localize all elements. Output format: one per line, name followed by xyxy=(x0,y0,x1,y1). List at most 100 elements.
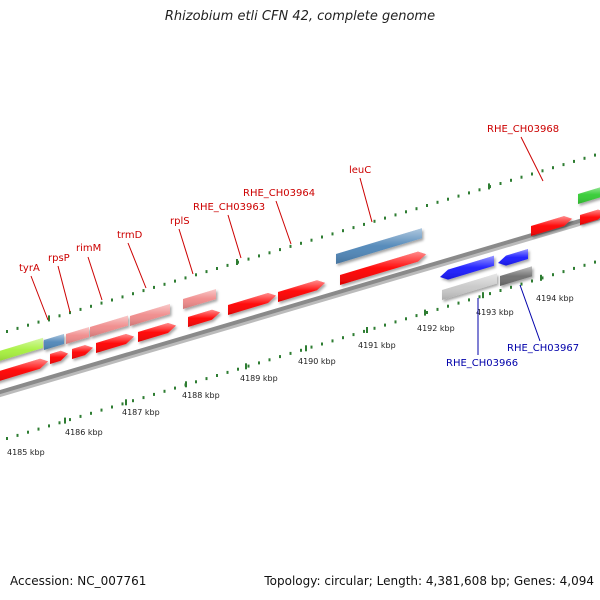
gene-block-darkgray xyxy=(500,266,532,286)
gene-gloss xyxy=(0,358,48,381)
minor-tick xyxy=(237,367,239,371)
minor-tick xyxy=(27,323,29,327)
minor-tick xyxy=(153,392,155,396)
kbp-tick-label: 4189 kbp xyxy=(240,374,278,383)
minor-tick xyxy=(331,339,334,343)
major-tick xyxy=(305,345,307,352)
minor-tick xyxy=(16,326,19,330)
minor-tick xyxy=(205,270,208,274)
minor-tick xyxy=(289,351,292,355)
minor-tick xyxy=(90,304,92,308)
minor-tick xyxy=(226,370,229,374)
backbone-line xyxy=(0,212,600,395)
gene-leader-line xyxy=(227,214,242,259)
minor-tick xyxy=(132,399,134,403)
gene-gloss xyxy=(498,249,528,266)
gene-arrow-trmD xyxy=(96,334,134,353)
minor-tick xyxy=(457,301,460,305)
gene-arrow-RHE_CH03966-blue xyxy=(440,255,494,280)
minor-tick xyxy=(300,241,302,245)
gene-label: RHE_CH03963 xyxy=(193,202,265,213)
gene-leader-line xyxy=(30,275,49,321)
minor-tick xyxy=(289,244,292,248)
gene-leader-line xyxy=(178,228,194,275)
genome-title: Rhizobium etli CFN 42, complete genome xyxy=(164,9,436,24)
minor-tick xyxy=(321,342,323,346)
minor-tick xyxy=(195,380,197,384)
kbp-tick-label: 4192 kbp xyxy=(417,324,455,333)
gene-gloss xyxy=(500,266,532,286)
gene-leader-line xyxy=(87,256,103,301)
gene-label: rpsP xyxy=(48,253,70,264)
minor-tick xyxy=(352,226,355,230)
gene-gloss xyxy=(50,350,68,364)
gene-arrow-RHE_CH03962 xyxy=(188,309,220,327)
gene-gloss xyxy=(130,304,170,326)
minor-tick xyxy=(552,166,554,170)
minor-tick xyxy=(520,282,523,286)
minor-tick xyxy=(321,235,323,239)
gene-label: RHE_CH03964 xyxy=(243,188,315,199)
minor-tick xyxy=(258,254,260,258)
minor-tick xyxy=(478,295,481,299)
minor-tick xyxy=(6,330,8,333)
gene-gloss xyxy=(90,315,128,337)
minor-tick xyxy=(6,437,8,440)
minor-tick xyxy=(426,311,428,314)
gene-block-lime xyxy=(0,337,43,361)
minor-tick xyxy=(447,197,449,201)
minor-tick xyxy=(111,405,113,409)
minor-tick xyxy=(69,311,71,315)
minor-tick xyxy=(562,163,565,167)
minor-tick xyxy=(583,156,586,160)
minor-tick xyxy=(510,285,512,289)
minor-tick xyxy=(531,279,533,283)
gene-label: RHE_CH03967 xyxy=(507,343,579,354)
minor-tick xyxy=(100,408,103,412)
minor-tick xyxy=(520,175,523,179)
minor-tick xyxy=(300,348,302,352)
minor-tick xyxy=(436,200,439,204)
minor-tick xyxy=(405,210,407,214)
gene-gloss xyxy=(336,228,422,264)
gene-gloss xyxy=(0,337,43,361)
minor-tick xyxy=(405,317,407,321)
kbp-tick-label: 4191 kbp xyxy=(358,341,396,350)
minor-tick xyxy=(583,263,586,267)
gene-gloss xyxy=(96,334,134,353)
minor-tick xyxy=(121,402,124,406)
gene-block-steelblue-small xyxy=(44,334,64,350)
minor-tick xyxy=(279,248,281,252)
minor-tick xyxy=(153,285,155,289)
minor-tick xyxy=(27,430,29,434)
minor-tick xyxy=(216,374,218,377)
minor-tick xyxy=(48,424,50,428)
minor-tick xyxy=(174,386,176,390)
gene-block-pink-4 xyxy=(183,289,216,309)
minor-tick xyxy=(499,182,502,185)
minor-tick xyxy=(111,298,113,302)
minor-tick xyxy=(373,326,376,330)
minor-tick xyxy=(499,289,502,292)
minor-tick xyxy=(268,251,271,255)
gene-gloss xyxy=(183,289,216,309)
major-tick xyxy=(540,274,542,281)
gene-gloss xyxy=(188,309,220,327)
gene-leader-line xyxy=(520,136,544,182)
minor-tick xyxy=(310,238,313,242)
minor-tick xyxy=(352,333,355,337)
gene-gloss xyxy=(340,251,426,285)
gene-arrow-RHE_CH03967-blue xyxy=(498,249,528,266)
gene-leader-line xyxy=(57,265,71,313)
minor-tick xyxy=(279,355,281,359)
accession-text: Accession: NC_007761 xyxy=(10,574,147,588)
major-tick xyxy=(366,327,368,333)
minor-tick xyxy=(510,178,512,182)
gene-label: leuC xyxy=(349,165,371,176)
gene-leader-line xyxy=(519,284,541,342)
gene-arrow-rimM xyxy=(72,345,93,359)
minor-tick xyxy=(132,292,134,296)
gene-label: tyrA xyxy=(19,263,40,274)
major-tick xyxy=(488,183,490,190)
